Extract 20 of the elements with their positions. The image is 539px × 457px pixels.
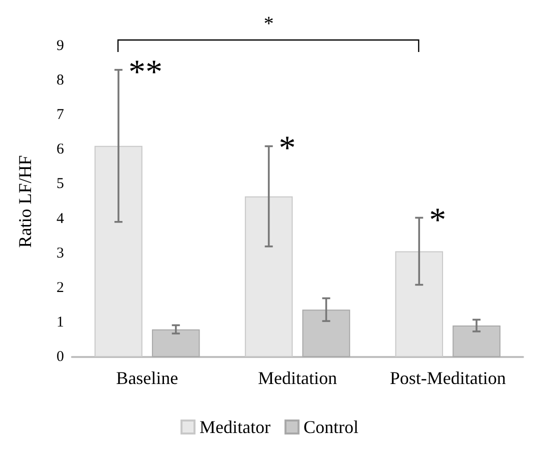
text: * <box>264 13 274 35</box>
y-tick-label: 3 <box>56 245 64 262</box>
y-tick-label: 2 <box>56 280 64 296</box>
annotation: * <box>278 130 296 168</box>
legend-label: Control <box>303 417 359 437</box>
annotation: * <box>429 202 446 239</box>
y-tick-label: 1 <box>56 314 64 330</box>
y-tick-label: 4 <box>56 210 64 227</box>
x-tick-label: Meditation <box>258 368 337 388</box>
y-tick-label: 5 <box>56 176 64 192</box>
y-axis-title: Ratio LF/HF <box>15 155 35 248</box>
legend-label: Meditator <box>200 417 270 437</box>
y-tick-label: 0 <box>56 349 64 365</box>
y-tick-label: 9 <box>56 38 64 54</box>
y-tick-label: 6 <box>56 142 64 158</box>
y-tick-label: 8 <box>56 72 64 89</box>
annotation: ** <box>128 54 162 91</box>
x-tick-label: Baseline <box>116 368 178 388</box>
x-tick-label: Post-Meditation <box>390 368 506 388</box>
y-tick-label: 7 <box>56 107 64 124</box>
